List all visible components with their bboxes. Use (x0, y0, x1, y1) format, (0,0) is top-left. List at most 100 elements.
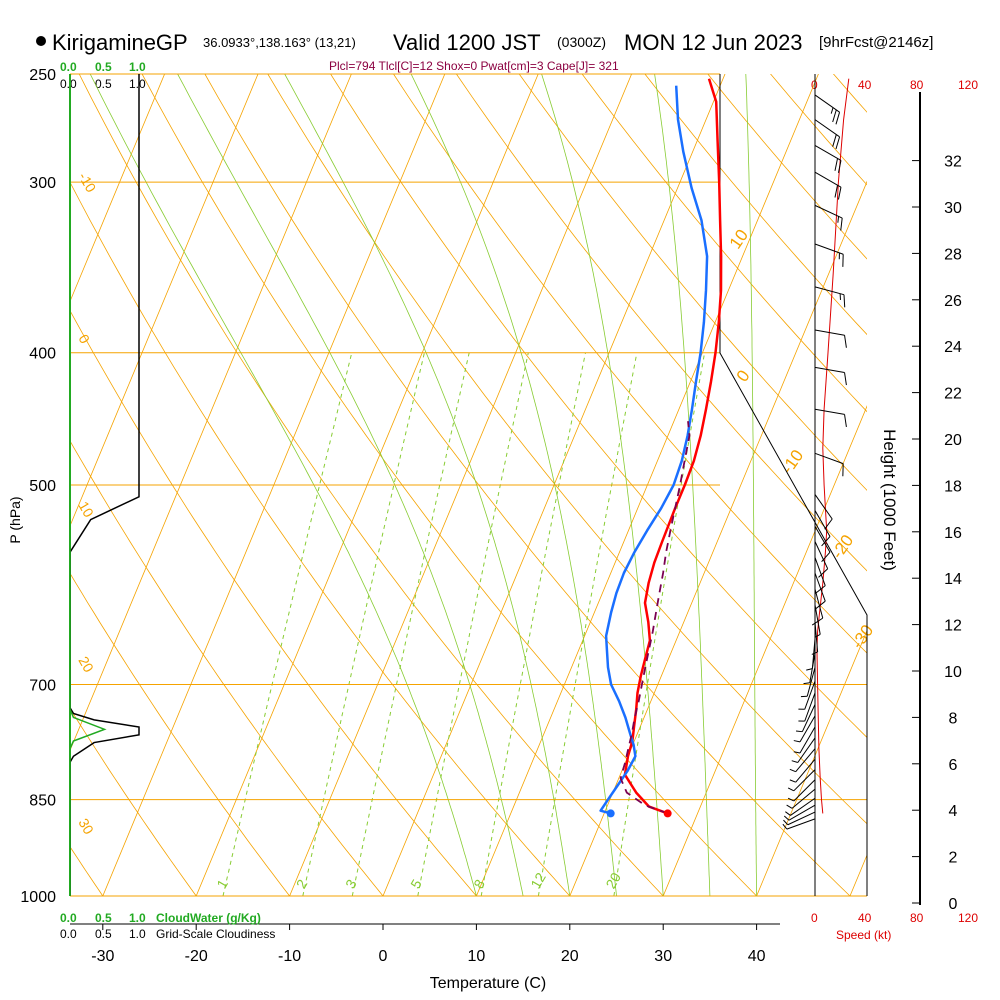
wind-barb (785, 797, 816, 816)
wind-barb (814, 144, 842, 173)
wind-speed-line (816, 78, 850, 814)
wind-barb (814, 604, 821, 638)
dry-adiabat-line (70, 572, 291, 896)
height-tick-label: 26 (944, 293, 962, 310)
moist-adiabat-line (89, 74, 477, 896)
height-tick-label: 4 (949, 803, 958, 820)
cloud-profiles (70, 74, 140, 896)
temperature-ticks: -30 -20 -10 0 10 20 30 40 (91, 924, 766, 965)
isotherm-label: -10 (778, 446, 808, 477)
site-coords: 36.0933°,138.163° (13,21) (203, 35, 356, 50)
moist-adiabat-line (177, 74, 524, 896)
wind-barb (814, 286, 846, 308)
isotherm-line (70, 74, 166, 303)
cloudiness-scale-top-1: 0.5 (95, 77, 112, 91)
dewpoint-surface-point (606, 809, 615, 818)
pressure-tick-label: 300 (29, 175, 56, 192)
pressure-tick-label: 1000 (20, 889, 56, 906)
dry-adiabat-line (455, 74, 867, 572)
height-tick-label: 20 (944, 432, 962, 449)
dry-adiabat-line (581, 74, 867, 413)
moist-adiabat-line (654, 74, 711, 896)
cloudiness-legend: Grid-Scale Cloudiness (156, 927, 275, 941)
wind-barb (800, 667, 816, 698)
background-reference-lines (70, 74, 867, 896)
cloudwater-scale-top-2: 1.0 (129, 60, 146, 74)
wind-barb (814, 452, 844, 477)
cloudwater-profile (70, 74, 107, 896)
temperature-tick-label: -30 (91, 948, 114, 965)
dry-adiabat-line (267, 74, 867, 825)
moist-adiabat-line (745, 74, 757, 896)
pressure-tick-label: 850 (29, 793, 56, 810)
isotherm-line (70, 74, 259, 527)
wind-barb (814, 541, 829, 578)
dry-adiabat-label: 10 (75, 499, 97, 521)
wind-barb (814, 171, 842, 200)
height-tick-label: 2 (949, 850, 958, 867)
pressure-tick-label: 250 (29, 67, 56, 84)
mixing-ratio-line (351, 352, 470, 896)
height-tick-label: 8 (949, 710, 958, 727)
wind-barb (787, 769, 816, 792)
speed-scale-top: 0 40 80 120 (811, 78, 978, 92)
forecast-label: [9hrFcst@2146z] (819, 34, 933, 51)
moist-adiabat-line (284, 74, 571, 896)
valid-time: Valid 1200 JST (393, 30, 541, 55)
dry-adiabat-line (141, 74, 758, 896)
height-tick-label: 30 (944, 200, 962, 217)
cloudiness-scale-top-2: 1.0 (129, 77, 146, 91)
isotherm-line (569, 180, 867, 896)
wind-barb (798, 692, 816, 722)
dry-adiabat-line (330, 74, 867, 738)
speed-legend: Speed (kt) (836, 928, 891, 942)
speed-tick-bottom-40: 40 (858, 911, 872, 925)
zulu-time: (0300Z) (557, 34, 606, 50)
wind-barbs (782, 94, 847, 830)
dewpoint-trace (599, 85, 709, 815)
isobar-lines (70, 73, 867, 897)
sounding-traces (599, 78, 723, 818)
pressure-tick-label: 400 (29, 346, 56, 363)
wind-speed-profile (816, 78, 850, 814)
temperature-surface-point (663, 809, 672, 818)
dry-adiabat-label: -10 (75, 170, 99, 196)
temperature-tick-label: 40 (748, 948, 766, 965)
height-tick-label: 6 (949, 757, 958, 774)
wind-barb (798, 680, 816, 710)
cloud-scale-top: 0.0 0.5 1.0 0.0 0.5 1.0 (60, 60, 146, 91)
speed-tick-bottom-120: 120 (958, 911, 978, 925)
parcel-trace (619, 421, 691, 815)
mixing-ratio-label: 2 (293, 876, 311, 891)
cloudiness-scale-bottom-0: 0.0 (60, 927, 77, 941)
wind-barb (811, 589, 824, 626)
pressure-tick-label: 700 (29, 678, 56, 695)
dry-adiabat-label: 20 (75, 654, 97, 676)
height-tick-label: 24 (944, 339, 962, 356)
sounding-indices: Plcl=794 Tlcl[C]=12 Shox=0 Pwat[cm]=3 Ca… (329, 59, 619, 73)
wind-barb (814, 119, 841, 150)
wind-barb (814, 243, 844, 267)
cloudiness-scale-bottom-1: 0.5 (95, 927, 112, 941)
dry-adiabat-line (393, 74, 867, 654)
isotherm-line (70, 74, 352, 752)
cloudiness-scale-top-0: 0.0 (60, 77, 77, 91)
wind-barb (814, 510, 831, 547)
wind-barb (787, 779, 816, 802)
pressure-axis-title: P (hPa) (7, 496, 23, 543)
isotherm-line (382, 74, 726, 896)
mixing-ratio-line (613, 352, 706, 896)
height-tick-label: 14 (944, 571, 962, 588)
wind-barb (814, 572, 826, 610)
cloudwater-scale-top-1: 0.5 (95, 60, 112, 74)
mixing-ratio-label: 5 (407, 876, 425, 891)
dry-adiabat-line (70, 309, 477, 896)
height-tick-label: 28 (944, 246, 962, 263)
mixing-ratio-line (222, 352, 353, 896)
wind-barb (793, 726, 816, 754)
height-axis-title: Height (1000 Feet) (880, 429, 899, 571)
dry-adiabat-line (70, 707, 197, 896)
dry-adiabat-line (78, 74, 664, 896)
height-tick-label: 32 (944, 154, 962, 171)
